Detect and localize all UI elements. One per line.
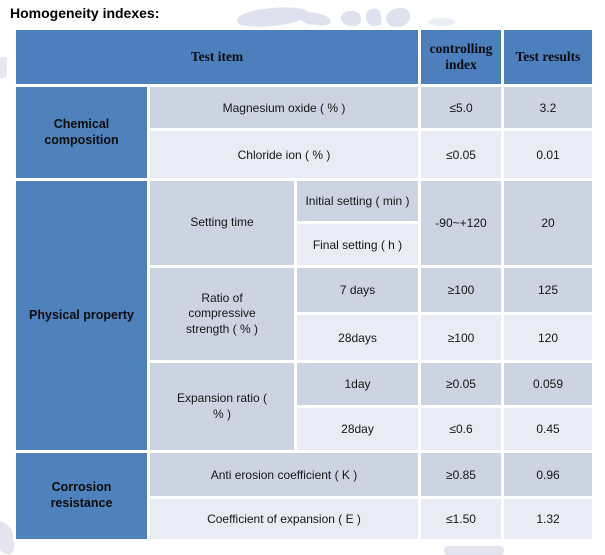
test-item-chloride-ion: Chloride ion ( % ) [150,131,418,178]
subitem-28-days: 28days [297,315,418,360]
header-test-item: Test item [16,30,418,84]
subitem-7-days: 7 days [297,268,418,312]
subitem-initial-setting: Initial setting ( min ) [297,181,418,221]
controlling-index-chloride-ion: ≤0.05 [421,131,501,178]
category-physical-property: Physical property [16,181,147,450]
controlling-index-28-days: ≥100 [421,315,501,360]
category-corrosion-resistance: Corrosion resistance [16,453,147,539]
controlling-index-magnesium-oxide: ≤5.0 [421,87,501,128]
watermark-shape [0,57,7,78]
category-chemical-composition: Chemical composition [16,87,147,178]
watermark-shape [236,5,310,29]
test-result-anti-erosion: 0.96 [504,453,592,496]
header-test-results: Test results [504,30,592,84]
watermark-shape [444,546,504,555]
watermark-shape [386,8,410,27]
homogeneity-table: Test item controlling index Test results… [13,27,595,542]
test-result-coefficient-expansion: 1.32 [504,499,592,539]
subitem-final-setting: Final setting ( h ) [297,224,418,265]
controlling-index-anti-erosion: ≥0.85 [421,453,501,496]
test-result-setting-time: 20 [504,181,592,265]
test-result-7-days: 125 [504,268,592,312]
subitem-28-day: 28day [297,408,418,450]
watermark-shape [364,8,383,27]
controlling-index-coefficient-expansion: ≤1.50 [421,499,501,539]
group-setting-time: Setting time [150,181,294,265]
test-result-28-days: 120 [504,315,592,360]
page-title: Homogeneity indexes: [10,5,160,21]
group-compressive-strength-ratio: Ratio of compressive strength ( % ) [150,268,294,360]
subitem-1-day: 1day [297,363,418,405]
watermark-shape [341,11,361,26]
controlling-index-28-day: ≤0.6 [421,408,501,450]
watermark-shape [300,11,332,27]
test-item-anti-erosion: Anti erosion coefficient ( K ) [150,453,418,496]
controlling-index-setting-time: -90~+120 [421,181,501,265]
group-expansion-ratio: Expansion ratio ( % ) [150,363,294,450]
controlling-index-1-day: ≥0.05 [421,363,501,405]
test-result-chloride-ion: 0.01 [504,131,592,178]
watermark-shape [428,18,455,26]
test-item-coefficient-expansion: Coefficient of expansion ( E ) [150,499,418,539]
controlling-index-7-days: ≥100 [421,268,501,312]
header-controlling-index: controlling index [421,30,501,84]
test-result-magnesium-oxide: 3.2 [504,87,592,128]
test-result-1-day: 0.059 [504,363,592,405]
test-item-magnesium-oxide: Magnesium oxide ( % ) [150,87,418,128]
test-result-28-day: 0.45 [504,408,592,450]
